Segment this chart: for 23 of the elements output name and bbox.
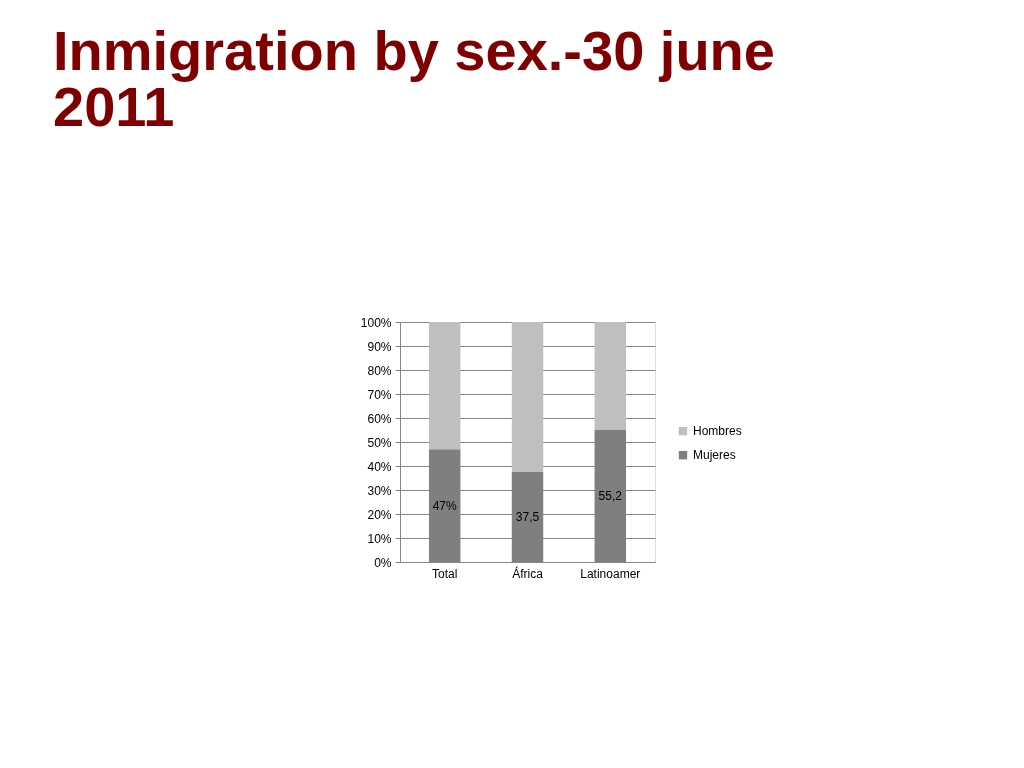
x-tick-label: Latinoamer <box>580 566 641 581</box>
y-tick-label: 100% <box>360 315 392 330</box>
data-label: 55,2 <box>598 488 623 503</box>
y-tick-label: 50% <box>367 435 392 450</box>
y-tick-label: 90% <box>367 339 392 354</box>
y-tick-label: 40% <box>367 459 392 474</box>
data-label: 47% <box>432 498 458 513</box>
y-tick-label: 10% <box>367 531 392 546</box>
legend-label: Mujeres <box>693 448 736 463</box>
chart-title: Inmigration by sex.-30 june 2011 <box>53 19 775 138</box>
y-tick-label: 80% <box>367 363 392 378</box>
bar <box>594 322 627 430</box>
x-tick-label: África <box>512 565 544 581</box>
y-tick-label: 70% <box>367 387 392 402</box>
bar <box>428 322 461 450</box>
y-tick-label: 30% <box>367 483 392 498</box>
y-tick-label: 0% <box>374 555 392 570</box>
y-tick-label: 60% <box>367 411 392 426</box>
bar <box>511 322 544 472</box>
x-tick-label: Total <box>432 566 458 581</box>
y-tick-label: 20% <box>367 507 392 522</box>
legend-label: Hombres <box>693 424 742 439</box>
data-label: 37,5 <box>515 510 540 524</box>
